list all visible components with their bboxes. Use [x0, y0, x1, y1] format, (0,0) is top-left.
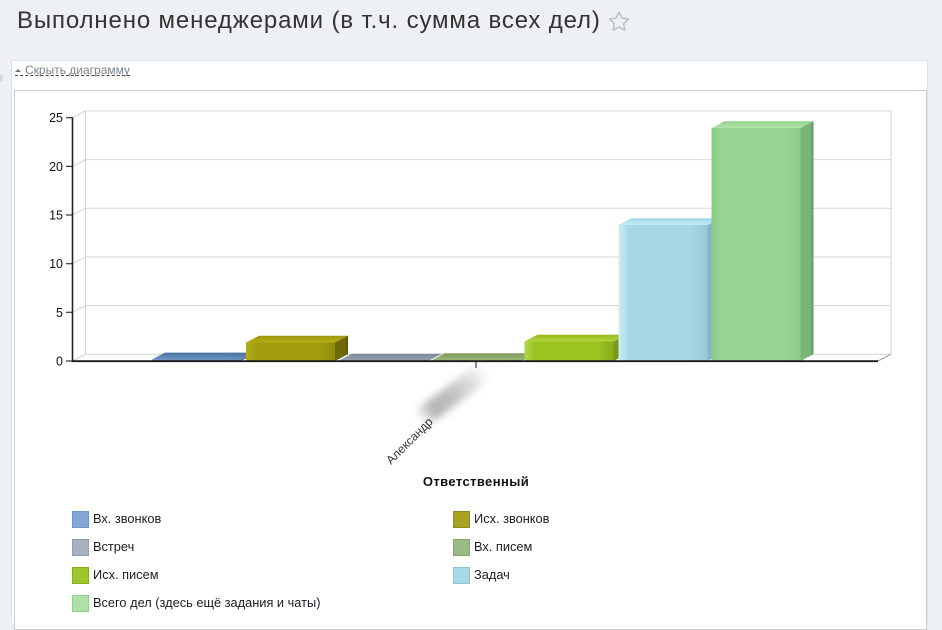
svg-text:20: 20	[49, 160, 63, 174]
svg-text:25: 25	[49, 111, 63, 125]
svg-text:5: 5	[56, 306, 63, 320]
svg-text:0: 0	[56, 355, 63, 369]
svg-text:Александр: Александр	[383, 415, 436, 468]
svg-text:15: 15	[49, 209, 63, 223]
svg-text:10: 10	[49, 257, 63, 271]
